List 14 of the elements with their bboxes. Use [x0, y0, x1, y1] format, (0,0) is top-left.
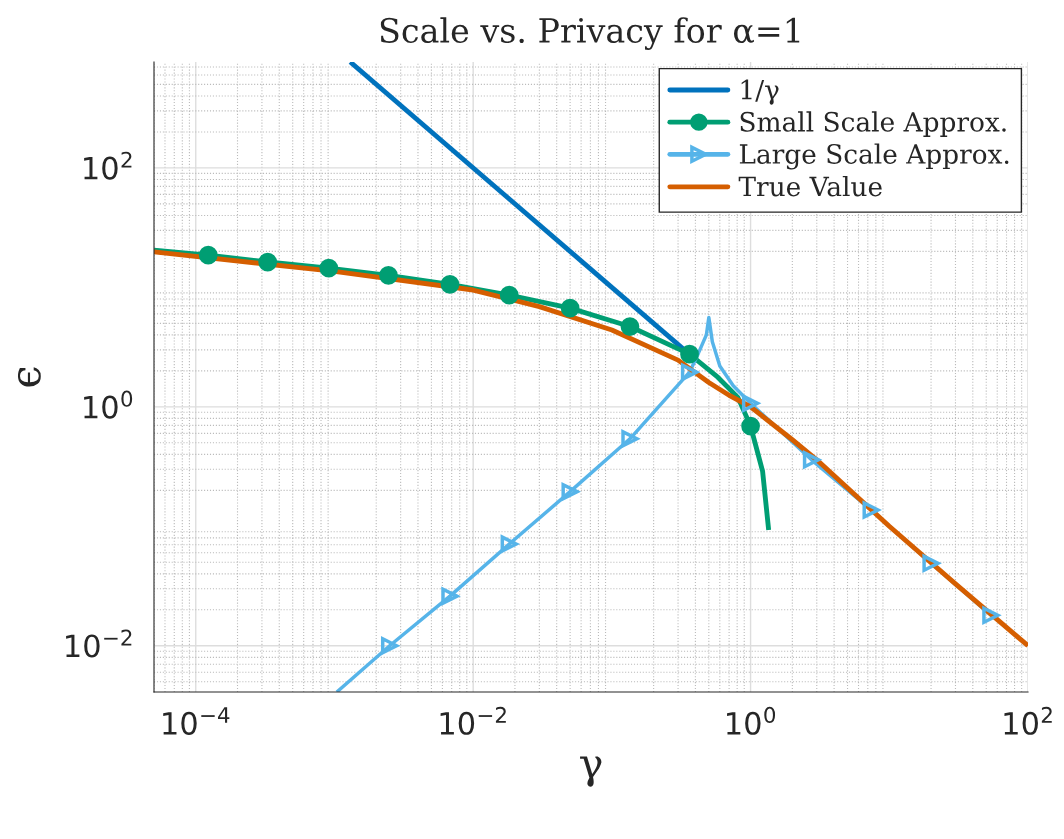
y-tick-label: 10$^{0}$: [84, 390, 133, 419]
x-tick-label: 10$^{−2}$: [440, 706, 506, 735]
y-tick-label: 10$^{2}$: [84, 151, 132, 180]
x-tick-label: 10$^{0}$: [727, 706, 776, 735]
chart-title: Scale vs. Privacy for α=1: [380, 17, 800, 50]
y-tick-label: 10$^{−2}$: [66, 629, 132, 658]
legend-label: True Value: [738, 176, 882, 197]
x-axis-title: γ: [580, 756, 602, 787]
x-tick-label: 10$^{2}$: [1004, 706, 1052, 735]
y-axis-title: ϵ: [17, 367, 41, 387]
legend-label: Small Scale Approx.: [740, 111, 1006, 137]
legend-label: Large Scale Approx.: [739, 143, 1009, 170]
legend-label: 1/γ: [741, 79, 779, 105]
x-tick-label: 10$^{−4}$: [163, 707, 230, 735]
